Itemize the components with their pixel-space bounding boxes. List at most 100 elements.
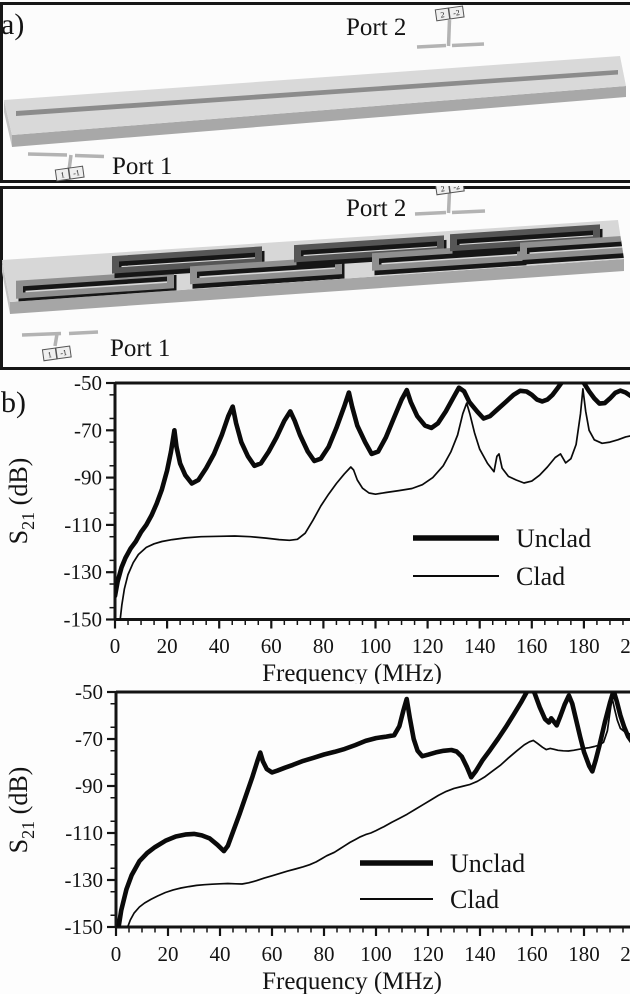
plot-border [113,381,630,621]
port2-feedline [414,209,486,216]
y-tick-label: -150 [64,608,103,632]
port2-feedline [416,42,485,49]
curves-group [115,383,630,620]
y-axis-label: S21 (dB) [4,767,38,854]
legend-label: Clad [450,885,499,914]
x-tick-label: 20 [158,942,179,966]
port1-label: Port 1 [112,153,172,180]
x-tick-label: 120 [412,634,444,658]
y-tick-label: -110 [65,821,103,845]
x-tick-label: 40 [209,634,230,658]
resonator-ring-shadow [114,250,265,279]
x-tick-label: 60 [261,634,282,658]
curve-clad [119,388,630,620]
port2-symbol [414,191,486,216]
port1-stem [67,154,73,171]
port1-feedline [21,330,99,337]
curve-unclad [116,692,630,927]
x-tick-label: 180 [568,942,600,966]
microstrip-line [16,70,618,116]
board-left-face [4,100,12,147]
s21-chart-simulated: 0 20 40 60 80 100 120 140 160 180 200 -50 -70 -90 -110… [4,372,630,684]
x-tick-label: 80 [313,634,334,658]
panel-b-label: b) [1,386,26,419]
port2-badge-left-text: 2 [440,186,445,194]
port2-badge-right-text: -2 [453,186,461,192]
port2-stem [446,191,452,214]
resonator-ring-shadow [452,228,603,256]
resonator-ring-shadow [374,247,527,276]
resonator-ring [294,235,447,267]
y-tick-label: -70 [75,727,103,751]
unclad-board-figure: 2 -2 Port 2 1 -1 Port 1 [4,5,626,182]
panel-a-label: a) [1,8,25,41]
x-tick-label: 160 [516,942,548,966]
y-tick-label: -90 [75,774,103,798]
board-left-face [2,260,10,314]
legend-label: Unclad [450,849,525,878]
x-tick-label: 20 [157,634,178,658]
port2-badge-left-text: 2 [440,10,445,19]
resonator-ring-top [520,232,624,261]
resonator-ring-top [294,235,444,263]
y-tick-label: -110 [64,513,102,537]
curve-unclad [115,383,630,599]
s21-chart-measured: 0 20 40 60 80 100 120 140 160 180 200 -50 -70 -90 -110… [4,684,630,994]
port1-badge: 1 -1 [54,165,85,182]
port2-label: Port 2 [346,14,406,41]
x-tick-label: 40 [210,942,231,966]
y-tick-label: -130 [65,868,104,892]
x-tick-label: 0 [111,942,122,966]
resonator-ring-top [16,270,174,299]
port2-badge-box-right [448,186,465,194]
port1-badge: 1 -1 [41,345,72,362]
legend-label: Unclad [516,524,591,553]
x-axis-label: Frequency (MHz) [262,660,442,684]
board-front-face [12,86,626,147]
resonator-ring [16,270,177,302]
resonator-ring [450,224,603,256]
port1-symbol [21,330,99,347]
y-tick-label: -70 [74,418,102,442]
port2-badge-box-right [448,5,465,20]
port1-badge-right-text: -1 [73,168,81,178]
unclad-board-3d [4,56,626,147]
resonator-ring-shadow [192,260,345,289]
y-tick-label: -50 [75,684,103,704]
port1-badge-left-text: 1 [60,170,65,179]
x-tick-label: 200 [620,634,630,658]
y-tick-label: -130 [64,560,103,584]
x-axis-label: Frequency (MHz) [262,968,442,994]
x-tick-label: 80 [314,942,335,966]
x-tick-label: 160 [516,634,548,658]
resonator-ring-shadow [18,274,177,302]
port2-badge-right-text: -2 [452,8,460,18]
port2-badge: 2 -2 [434,5,465,22]
x-tick-label: 200 [620,942,630,966]
resonator-ring-shadow [522,237,624,265]
x-tick-label: 100 [360,942,392,966]
curve-clad [126,697,630,927]
y-tick-label: -150 [65,915,104,939]
board-top-face [4,56,626,135]
y-axis-label: S21 (dB) [4,458,38,545]
port2-symbol [416,19,485,49]
x-tick-label: 140 [464,942,496,966]
port1-badge-right-text: -1 [60,348,68,358]
y-tick-label: -50 [74,372,102,395]
x-tick-label: 180 [568,634,600,658]
port1-badge-box-right [55,345,72,360]
x-tick-label: 120 [412,942,444,966]
y-tick-label: -90 [74,466,102,490]
x-tick-label: 60 [262,942,283,966]
x-tick-label: 140 [464,634,496,658]
port1-badge-box-right [68,165,85,180]
resonator-ring-shadow [296,239,447,267]
clad-board-figure: 2 -2 Port 2 1 -1 Port 1 [2,186,624,362]
port2-label: Port 2 [346,195,406,222]
resonator-ring [112,246,265,279]
resonator-ring-top [450,224,600,252]
clad-board-3d [2,220,624,314]
port1-feedline [27,152,105,159]
